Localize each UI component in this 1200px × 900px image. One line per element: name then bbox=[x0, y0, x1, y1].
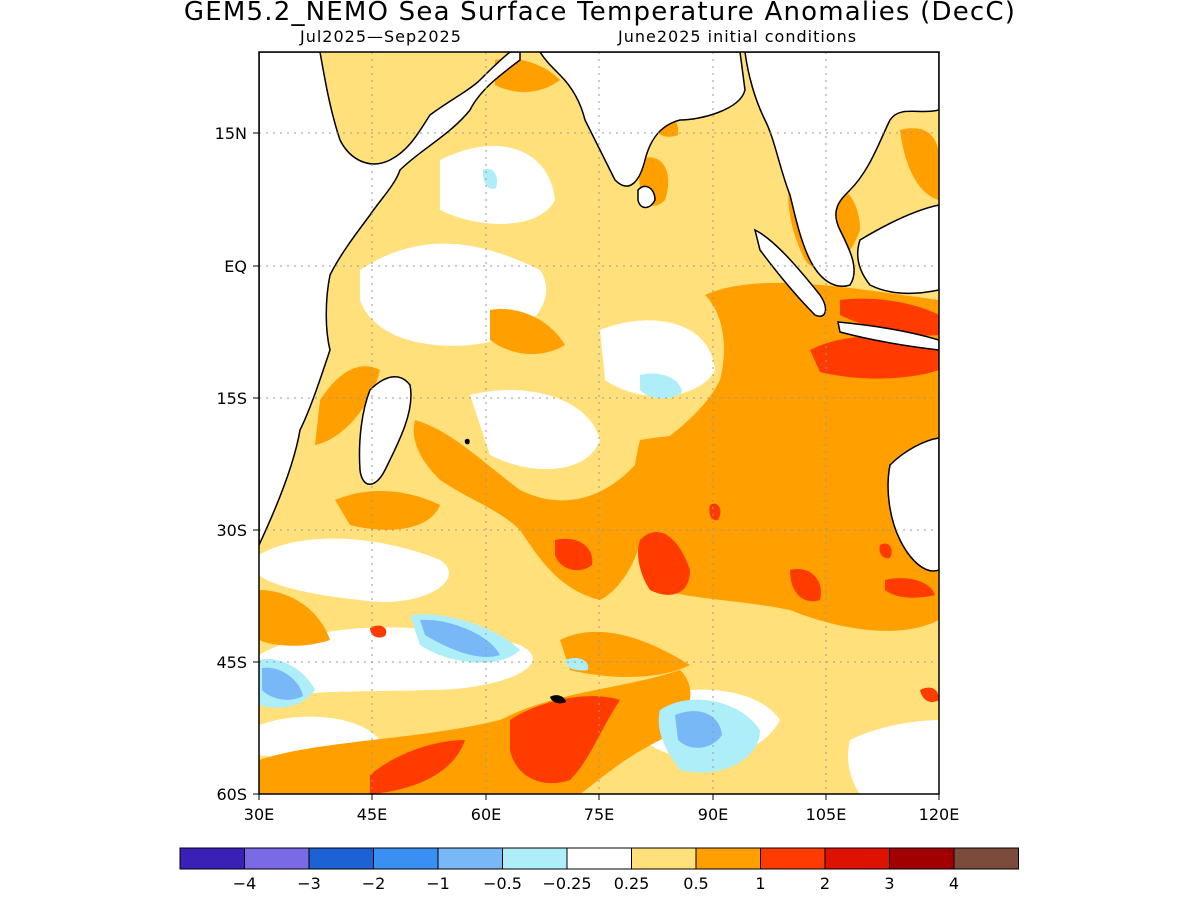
field-white-west-central bbox=[470, 390, 600, 470]
field-cyan-central bbox=[640, 373, 682, 399]
colorbar-swatch bbox=[179, 847, 245, 870]
kerguelen-island bbox=[550, 695, 566, 704]
colorbar-label: 4 bbox=[949, 874, 959, 893]
field-red-java-sea bbox=[840, 298, 939, 336]
field-cyan-50s bbox=[565, 658, 589, 671]
field-red-45s-spot bbox=[370, 625, 387, 638]
lat-label-30s: 30S bbox=[216, 521, 247, 540]
field-red-south-60s-west bbox=[370, 740, 465, 794]
lat-label-45s: 45S bbox=[216, 653, 247, 672]
australia-landmass bbox=[887, 437, 939, 572]
colorbar-swatch bbox=[631, 847, 697, 870]
field-red-south-east-spot bbox=[920, 687, 939, 702]
field-lightblue-sw bbox=[262, 667, 303, 700]
field-red-kerguelen bbox=[510, 696, 620, 784]
lon-label-75e: 75E bbox=[584, 805, 614, 824]
india-landmass bbox=[539, 52, 746, 187]
field-orange-mozambique bbox=[315, 366, 380, 445]
lon-ticks bbox=[258, 794, 940, 800]
lon-label-45e: 45E bbox=[357, 805, 387, 824]
map-gridlines bbox=[259, 52, 939, 794]
colorbar-label: −3 bbox=[297, 874, 321, 893]
colorbar-swatch bbox=[244, 847, 310, 870]
colorbar-label: 2 bbox=[820, 874, 830, 893]
colorbar-swatch bbox=[566, 847, 632, 870]
java-landmass bbox=[837, 321, 939, 351]
colorbar-swatch bbox=[373, 847, 439, 870]
colorbar-label: −1 bbox=[426, 874, 450, 893]
field-red-35s-east bbox=[790, 569, 821, 602]
lat-label-15n: 15N bbox=[215, 124, 247, 143]
colorbar-swatch bbox=[502, 847, 568, 870]
field-red-35s bbox=[638, 531, 690, 595]
lat-label-eq: EQ bbox=[224, 257, 247, 276]
colorbar-label: −0.5 bbox=[483, 874, 522, 893]
field-orange-50s-band bbox=[560, 631, 690, 677]
lat-label-60s: 60S bbox=[216, 785, 247, 804]
field-red-australia-spot bbox=[879, 543, 892, 559]
field-red-35s-west bbox=[555, 538, 593, 571]
lon-label-30e: 30E bbox=[244, 805, 274, 824]
forecast-period: Jul2025—Sep2025 bbox=[300, 27, 462, 46]
lon-label-120e: 120E bbox=[919, 805, 960, 824]
field-orange-west-45s bbox=[259, 590, 330, 646]
field-red-australia-west bbox=[885, 578, 935, 598]
africa-landmass bbox=[259, 52, 521, 546]
colorbar-label: −4 bbox=[233, 874, 257, 893]
colorbar-swatch bbox=[695, 847, 761, 870]
borneo-landmass bbox=[857, 204, 939, 295]
colorbar-swatch bbox=[308, 847, 374, 870]
field-orange-southeast bbox=[631, 433, 939, 631]
colorbar-label: 0.25 bbox=[614, 874, 650, 893]
colorbar-label: 3 bbox=[884, 874, 894, 893]
colorbar-swatch bbox=[760, 847, 826, 870]
colorbar-label: −0.25 bbox=[542, 874, 591, 893]
colorbar-swatch bbox=[953, 847, 1019, 870]
field-lightblue-south-central bbox=[675, 711, 722, 748]
field-orange-south-china-sea bbox=[900, 128, 939, 200]
field-white-arabian-sea bbox=[440, 145, 555, 224]
lat-ticks bbox=[253, 132, 259, 795]
anomaly-field bbox=[259, 52, 939, 794]
colorbar: −4 −3 −2 −1 −0.5 −0.25 0.25 0.5 1 2 3 4 bbox=[179, 847, 1019, 893]
colorbar-swatch bbox=[824, 847, 890, 870]
indochina-landmass bbox=[744, 52, 939, 287]
field-white-southwest bbox=[259, 538, 449, 602]
colorbar-swatch bbox=[889, 847, 955, 870]
field-cyan-arabian bbox=[482, 168, 498, 189]
colorbar-label: 0.5 bbox=[683, 874, 708, 893]
sumatra-landmass bbox=[753, 228, 827, 317]
colorbar-label: −2 bbox=[362, 874, 386, 893]
field-red-30s-spot bbox=[709, 503, 721, 521]
map-title: GEM5.2_NEMO Sea Surface Temperature Anom… bbox=[183, 0, 1017, 27]
field-lightblue-45s bbox=[420, 619, 500, 658]
lon-label-90e: 90E bbox=[698, 805, 728, 824]
field-orange-south-africa-east bbox=[335, 490, 440, 530]
colorbar-swatch bbox=[437, 847, 503, 870]
mauritius-island bbox=[464, 438, 470, 445]
lon-label-60e: 60E bbox=[471, 805, 501, 824]
colorbar-label: 1 bbox=[755, 874, 765, 893]
lon-label-105e: 105E bbox=[806, 805, 847, 824]
initial-conditions: June2025 initial conditions bbox=[618, 27, 858, 46]
field-orange-central-north bbox=[490, 309, 565, 355]
field-white-central bbox=[600, 320, 715, 397]
field-white-southeast bbox=[848, 720, 939, 794]
sri-lanka-landmass bbox=[637, 185, 656, 209]
field-red-java bbox=[810, 336, 939, 379]
lat-label-15s: 15S bbox=[216, 389, 247, 408]
